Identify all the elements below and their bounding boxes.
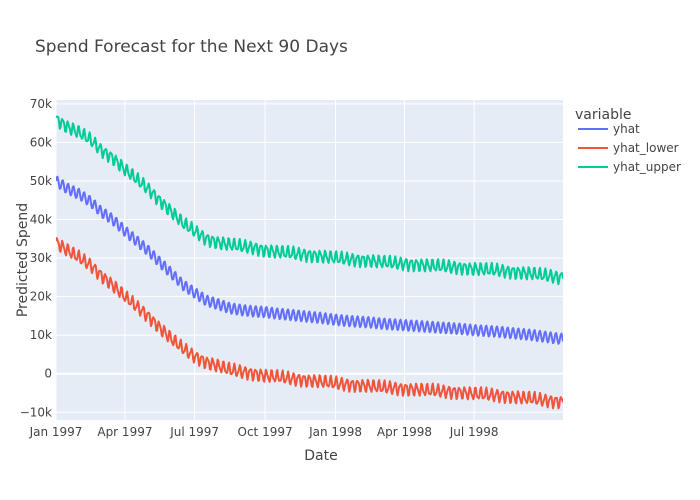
x-tick-label: Jul 1998 [449, 425, 499, 439]
x-tick-label: Jan 1998 [308, 425, 362, 439]
x-tick-label: Apr 1997 [97, 425, 152, 439]
x-tick-label: Jan 1997 [29, 425, 83, 439]
legend-item-yhat[interactable]: yhat [578, 122, 640, 136]
legend-item-yhat-lower[interactable]: yhat_lower [578, 141, 679, 155]
legend-label: yhat_lower [613, 141, 679, 155]
x-axis-title: Date [304, 448, 337, 464]
y-tick-label: 60k [30, 135, 52, 149]
y-axis-title: Predicted Spend [15, 203, 31, 317]
x-tick-label: Jul 1997 [169, 425, 219, 439]
legend[interactable]: variable yhat yhat_lower yhat_upper [575, 107, 681, 174]
y-tick-label: 50k [30, 174, 52, 188]
legend-item-yhat-upper[interactable]: yhat_upper [578, 160, 681, 174]
y-tick-label: 30k [30, 251, 52, 265]
plot-area [56, 100, 563, 420]
legend-label: yhat [613, 122, 640, 136]
y-tick-label: 0 [44, 367, 52, 381]
legend-label: yhat_upper [613, 160, 681, 174]
chart-title: Spend Forecast for the Next 90 Days [35, 37, 348, 57]
y-tick-label: 40k [30, 213, 52, 227]
series-line-yhat [56, 175, 563, 345]
series-line-yhat-upper [56, 115, 563, 286]
y-tick-label: 20k [30, 290, 52, 304]
tick-labels: −10k 0 10k 20k 30k 40k 50k 60k 70k Jan 1997 Apr 19… [20, 97, 499, 439]
y-tick-label: −10k [20, 405, 52, 419]
y-tick-label: 10k [30, 328, 52, 342]
x-tick-label: Oct 1997 [238, 425, 293, 439]
series-lines [56, 115, 563, 410]
y-tick-label: 70k [30, 97, 52, 111]
series-line-yhat-lower [56, 237, 563, 410]
legend-title: variable [575, 107, 631, 123]
x-tick-label: Apr 1998 [377, 425, 432, 439]
